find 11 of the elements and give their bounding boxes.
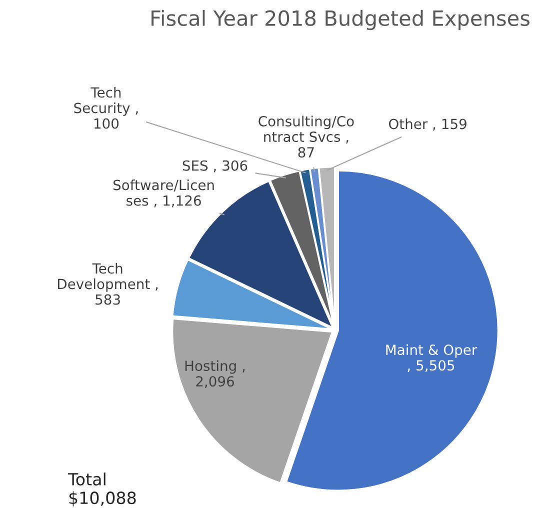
chart-title: Fiscal Year 2018 Budgeted Expenses — [152, 10, 530, 30]
slice-label: Hosting , 2,096 — [185, 360, 245, 388]
slice-label: SES , 306 — [182, 160, 248, 172]
text: Total $10,088 — [68, 472, 136, 506]
data-label: , 5,505 — [408, 360, 454, 372]
slice-label: Consulting/Co ntract Svcs , 87 — [258, 116, 354, 158]
slice-label: Software/Licen ses , 1,126 — [113, 180, 214, 208]
slice-label: Tech Development , 583 — [58, 262, 158, 305]
slice-label: Tech Security , 100 — [74, 86, 138, 129]
slice-label: Maint & Oper — [386, 344, 478, 358]
slice-label: Other , 159 — [388, 118, 466, 131]
